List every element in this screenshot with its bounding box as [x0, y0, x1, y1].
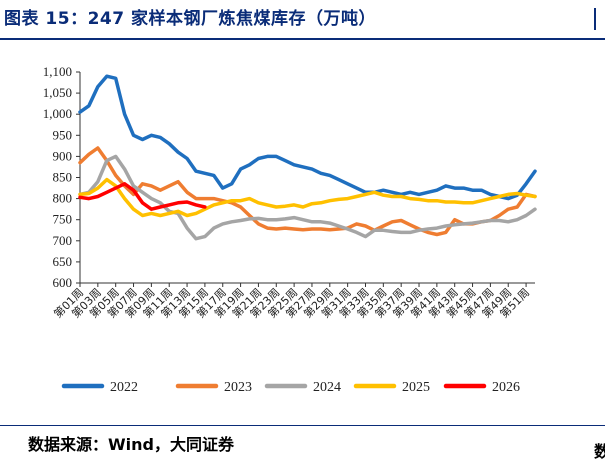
page-edge-char: 数 [594, 442, 605, 461]
y-tick-label: 800 [53, 191, 73, 206]
chart-title: 图表 15：247 家样本钢厂炼焦煤库存（万吨） [4, 9, 376, 29]
legend-label-2022: 2022 [110, 380, 138, 395]
y-tick-label: 900 [53, 148, 73, 163]
y-tick-label: 850 [53, 170, 73, 185]
legend-label-2023: 2023 [224, 380, 252, 395]
y-tick-label: 700 [53, 233, 73, 248]
page-edge-mark [594, 8, 605, 30]
series-layer [78, 74, 537, 241]
y-tick-label: 750 [53, 212, 73, 227]
source-note: 数据来源：Wind，大同证券 [28, 435, 234, 454]
series-line-2026 [78, 182, 207, 211]
series-line-2023 [78, 146, 537, 237]
series-line-2024 [78, 154, 537, 241]
line-chart: 1,1001,0501,000950900850800750700650600 … [43, 64, 537, 395]
y-axis: 1,100 1,050 1,000 950 900 850 800 750 700 650 600 [43, 64, 81, 290]
legend-label-2024: 2024 [313, 380, 341, 395]
legend: 2022 2023 2024 2025 2026 [61, 380, 520, 395]
y-tick-label: 1,100 [43, 64, 72, 79]
y-tick-label: 1,000 [43, 106, 72, 121]
series-line-2022 [78, 74, 537, 201]
y-tick-label: 950 [53, 127, 73, 142]
y-tick-label: 650 [53, 254, 73, 269]
legend-label-2025: 2025 [402, 380, 430, 395]
y-tick-label: 600 [53, 275, 73, 290]
footer-rule [0, 425, 605, 426]
series-line-2025 [78, 177, 537, 218]
title-underline [0, 38, 605, 40]
legend-label-2026: 2026 [492, 380, 520, 395]
y-tick-label: 1,050 [43, 85, 72, 100]
x-axis: 第01周第03周第05周第07周第09周第11周第13周第15周第17周第19周… [51, 282, 535, 321]
